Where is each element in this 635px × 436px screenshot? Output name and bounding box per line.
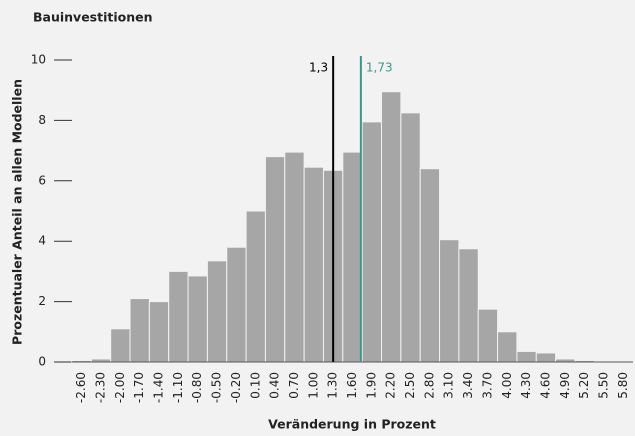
bar xyxy=(361,121,383,363)
bar xyxy=(168,270,189,363)
bar xyxy=(439,239,460,363)
x-tick-label: 0.10 xyxy=(248,372,262,399)
x-tick-label: -2.00 xyxy=(113,372,127,403)
bar xyxy=(400,112,421,363)
bar xyxy=(303,166,324,363)
x-tick-label: 0.70 xyxy=(287,372,301,399)
bar xyxy=(477,308,499,363)
bar xyxy=(110,328,131,363)
x-tick-label: 1.60 xyxy=(345,372,359,399)
x-tick-label: 0.40 xyxy=(268,372,282,399)
x-tick-label: -0.20 xyxy=(229,372,243,403)
reference-label: 1,3 xyxy=(309,61,328,75)
x-tick-label: 4.60 xyxy=(538,372,552,399)
x-tick-label: -0.50 xyxy=(210,372,224,403)
x-tick-label: -2.30 xyxy=(94,372,108,403)
bar xyxy=(148,301,170,363)
bar xyxy=(226,246,247,363)
x-tick-label: 2.20 xyxy=(384,372,398,399)
x-tick-label: 1.30 xyxy=(326,372,340,399)
x-tick-label: 3.10 xyxy=(442,372,456,399)
x-tick-label: -2.60 xyxy=(74,372,88,403)
bar xyxy=(206,260,228,363)
x-tick-label: -1.70 xyxy=(132,372,146,403)
bar xyxy=(516,350,537,363)
x-tick-label: 4.00 xyxy=(500,372,514,399)
bar xyxy=(458,248,479,363)
x-tick-label: 4.90 xyxy=(558,372,572,399)
y-tick-label: 2 xyxy=(38,294,46,308)
bar xyxy=(497,331,518,363)
x-tick-label: 1.00 xyxy=(306,372,320,399)
bar xyxy=(381,91,402,363)
x-tick-label: 4.30 xyxy=(519,372,533,399)
bar xyxy=(342,151,363,363)
x-tick-label: 5.20 xyxy=(577,372,591,399)
bar xyxy=(419,168,441,363)
y-tick-label: 0 xyxy=(38,355,46,369)
y-axis-label: Prozentualer Anteil an allen Modellen xyxy=(10,79,25,345)
x-tick-label: 3.40 xyxy=(461,372,475,399)
x-tick-label: 5.50 xyxy=(596,372,610,399)
x-tick-label: -1.40 xyxy=(152,372,166,403)
bar xyxy=(264,156,286,363)
x-tick-label: 5.80 xyxy=(616,372,630,399)
x-tick-label: -0.80 xyxy=(190,372,204,403)
bar xyxy=(129,298,150,363)
y-tick-label: 8 xyxy=(38,113,46,127)
bar xyxy=(245,210,266,363)
y-tick-label: 4 xyxy=(38,234,46,248)
x-tick-label: 2.80 xyxy=(422,372,436,399)
bar xyxy=(284,151,305,363)
bar xyxy=(187,275,208,363)
y-tick-label: 10 xyxy=(31,53,46,67)
x-axis-label: Veränderung in Prozent xyxy=(268,417,436,432)
y-tick-label: 6 xyxy=(38,173,46,187)
x-tick-label: -1.10 xyxy=(171,372,185,403)
x-tick-label: 2.50 xyxy=(403,372,417,399)
reference-label: 1,73 xyxy=(366,61,393,75)
chart-title: Bauinvestitionen xyxy=(33,10,153,25)
x-tick-label: 1.90 xyxy=(364,372,378,399)
x-tick-label: 3.70 xyxy=(480,372,494,399)
bar xyxy=(535,352,557,363)
